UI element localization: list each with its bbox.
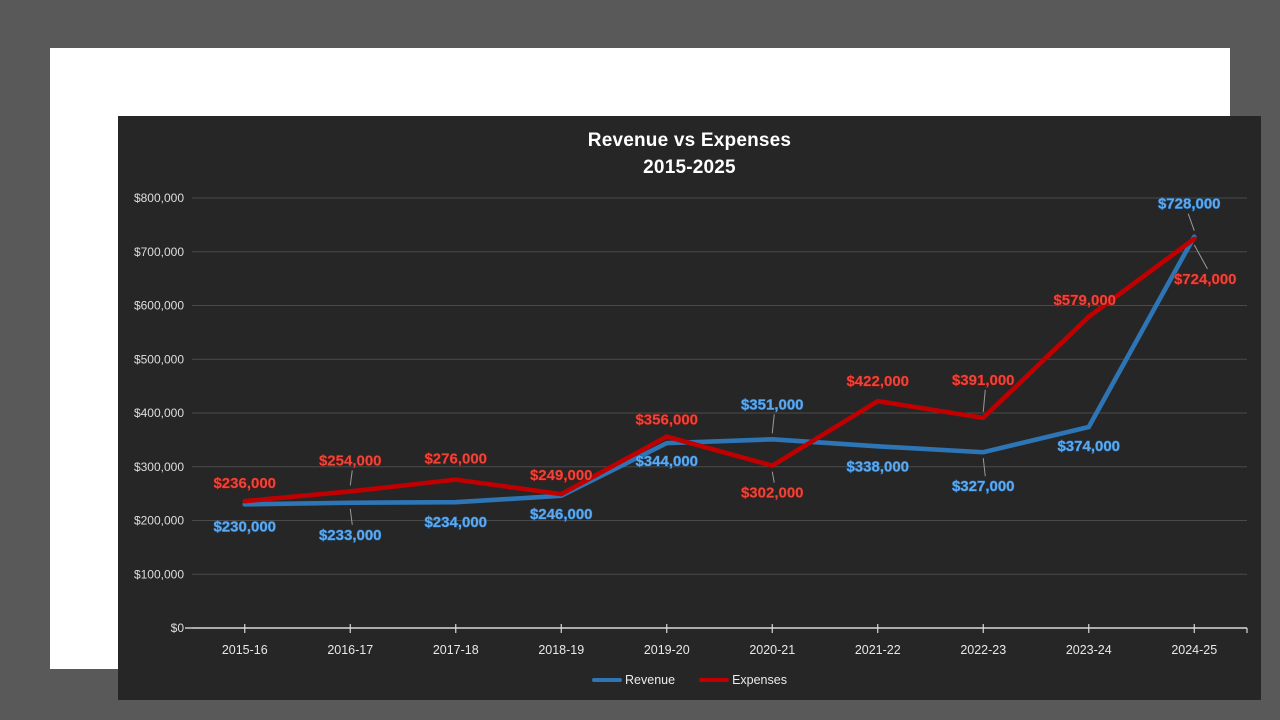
expenses-data-label: $356,000 (635, 412, 698, 429)
revenue-data-label: $234,000 (424, 514, 487, 531)
revenue-data-label: $344,000 (635, 453, 698, 470)
data-label-leader-line (349, 470, 353, 486)
x-axis-category-label: 2022-23 (960, 643, 1006, 657)
presentation-slide: Revenue vs Expenses 2015-2025 $0 $100,000… (50, 48, 1261, 700)
expenses-data-label: $391,000 (952, 372, 1015, 389)
y-axis-tick-label: $100,000 (134, 567, 184, 581)
x-axis-category-label: 2018-19 (538, 643, 584, 657)
revenue-series-line (242, 234, 1197, 507)
expenses-data-label: $249,000 (530, 467, 593, 484)
y-axis-tick-label: $400,000 (134, 406, 184, 420)
revenue-data-label: $246,000 (530, 506, 593, 523)
data-label-leader-line (982, 458, 986, 477)
y-axis-tick-label: $600,000 (134, 299, 184, 313)
x-axis-category-label: 2017-18 (433, 643, 479, 657)
plot-area: $0 $100,000 $200,000 $300,000 $400,000 $500,0… (134, 191, 1248, 657)
legend-item-revenue: Revenue (592, 673, 675, 687)
expenses-data-label: $276,000 (424, 451, 487, 468)
legend-item-expenses: Expenses (699, 673, 787, 687)
expenses-data-label: $302,000 (741, 485, 804, 502)
x-axis-category-label: 2015-16 (222, 643, 268, 657)
revenue-line-swatch-icon (592, 678, 623, 682)
chart: Revenue vs Expenses 2015-2025 $0 $100,000… (118, 116, 1261, 700)
chart-title: Revenue vs Expenses 2015-2025 (118, 127, 1261, 181)
x-axis-category-label: 2024-25 (1171, 643, 1217, 657)
y-axis-tick-label: $0 (171, 621, 185, 635)
chart-title-line2: 2015-2025 (643, 157, 736, 178)
revenue-data-label: $338,000 (846, 458, 909, 475)
data-label-leader-line (771, 471, 775, 483)
revenue-data-label: $327,000 (952, 478, 1015, 495)
expenses-data-label: $724,000 (1174, 271, 1237, 288)
x-axis-category-label: 2019-20 (644, 643, 690, 657)
x-axis-category-label: 2023-24 (1066, 643, 1112, 657)
revenue-data-label: $351,000 (741, 396, 804, 413)
data-label-leader-line (771, 414, 775, 434)
data-label-leader-line (349, 508, 353, 525)
x-axis-category-label: 2020-21 (749, 643, 795, 657)
expenses-data-label: $254,000 (319, 452, 382, 469)
expenses-data-label: $579,000 (1053, 292, 1116, 309)
revenue-data-label: $233,000 (319, 527, 382, 544)
x-axis-category-label: 2021-22 (855, 643, 901, 657)
expenses-data-label: $236,000 (213, 475, 276, 492)
legend-label-expenses: Expenses (732, 673, 787, 687)
y-axis-tick-label: $800,000 (134, 191, 184, 205)
expenses-data-label: $422,000 (846, 373, 909, 390)
expenses-series-line (242, 236, 1197, 504)
data-label-leader-line (982, 389, 986, 412)
y-axis-tick-label: $700,000 (134, 245, 184, 259)
chart-title-line1: Revenue vs Expenses (587, 130, 792, 151)
data-label-leader-line (1187, 213, 1195, 231)
y-axis-tick-label: $500,000 (134, 352, 184, 366)
x-axis-category-label: 2016-17 (327, 643, 373, 657)
expenses-line-swatch-icon (699, 678, 730, 682)
y-axis-tick-label: $200,000 (134, 514, 184, 528)
revenue-data-label: $230,000 (213, 518, 276, 535)
legend-label-revenue: Revenue (625, 673, 676, 687)
y-axis-tick-label: $300,000 (134, 460, 184, 474)
chart-legend: Revenue Expenses (118, 673, 1261, 687)
data-label-leader-line (1193, 244, 1208, 270)
revenue-data-label: $728,000 (1158, 196, 1221, 213)
revenue-data-label: $374,000 (1057, 438, 1120, 455)
